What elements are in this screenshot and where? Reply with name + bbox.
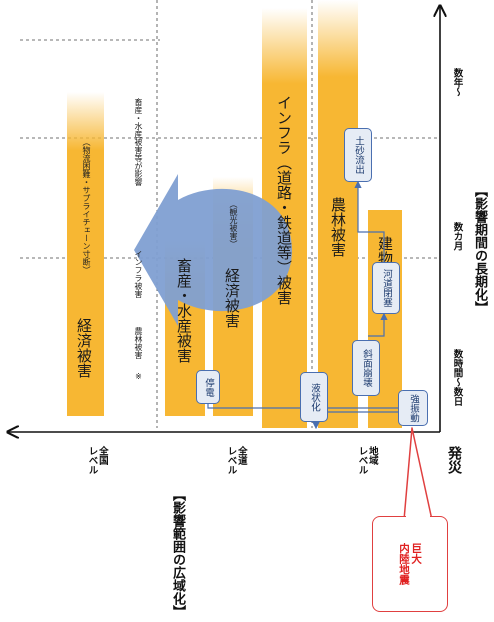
bar-agri-forest — [318, 0, 358, 428]
box-strong-shaking: 強振動 — [398, 390, 428, 426]
box-power-outage: 停電 — [196, 370, 220, 404]
level-national: 全国 レベル — [86, 446, 108, 475]
origin-label: 発災 — [446, 446, 462, 474]
tick-months: 数カ月 — [451, 222, 463, 251]
label-livestock: 畜産・水産被害 — [175, 258, 193, 363]
arrow-label-livestock: 畜産・水産被害等が影響 — [134, 98, 143, 186]
box-river-blockage: 河道閉塞 — [372, 262, 400, 314]
box-slope-failure-label: 斜面崩壊 — [361, 349, 372, 387]
callout-major-earthquake: 巨大 内陸地震 — [372, 516, 448, 612]
arrow-label-agri-forest: 農林被害 — [134, 327, 143, 359]
arrow-label-infrastructure: インフラ被害 — [134, 250, 143, 298]
bar-economic-national — [67, 92, 104, 416]
box-slope-failure: 斜面崩壊 — [352, 340, 380, 396]
level-regional: 地域 レベル — [356, 446, 378, 475]
box-power-outage-label: 停電 — [203, 377, 214, 397]
tick-years: 数年〜 — [451, 68, 463, 97]
box-liquefaction-label: 液状化 — [309, 382, 320, 412]
label-economic-national: 経済被害 — [75, 318, 93, 378]
note-economic-national: （物流困難・サプライチェーン寸断） — [82, 138, 91, 274]
box-strong-shaking-label: 強振動 — [408, 393, 419, 423]
callout-label: 巨大 内陸地震 — [398, 543, 423, 585]
note-mark: ※ — [134, 372, 143, 381]
level-prefectural: 全道 レベル — [225, 446, 247, 475]
box-sediment-flow: 土砂流出 — [344, 128, 372, 182]
label-infrastructure: インフラ（道路・鉄道等）被害 — [275, 95, 293, 305]
box-sediment-flow-label: 土砂流出 — [353, 136, 364, 174]
box-liquefaction: 液状化 — [300, 372, 328, 422]
connector-slope-to-river — [368, 312, 388, 337]
label-economic-regional: 経済被害 — [223, 268, 241, 328]
label-agri-forest: 農林被害 — [329, 197, 347, 257]
box-river-blockage-label: 河道閉塞 — [381, 269, 392, 307]
tick-hours-days: 数時間〜数日 — [451, 349, 463, 406]
note-economic-regional: （観光被害） — [229, 200, 238, 248]
spread-arrow-shape — [134, 174, 292, 326]
connector-river-to-sediment — [354, 180, 385, 262]
time-axis-title: 【影響期間の長期化】 — [472, 184, 487, 314]
scope-axis-title: 【影響範囲の広域化】 — [170, 488, 185, 618]
